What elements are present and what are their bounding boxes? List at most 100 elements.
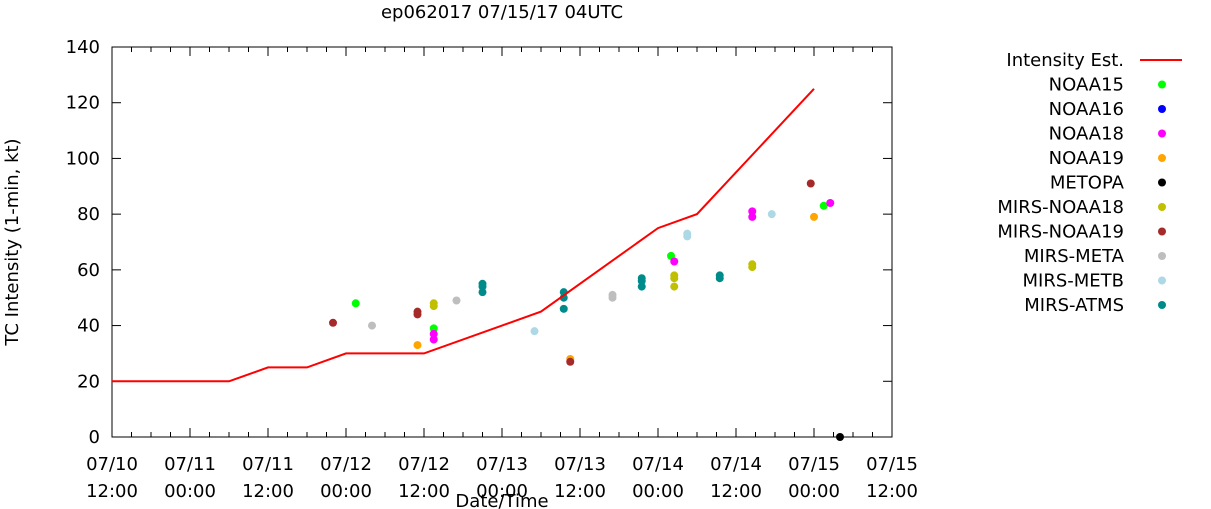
legend-label: MIRS-NOAA18 [997,197,1124,218]
data-point [810,212,818,221]
legend: Intensity Est. NOAA15 NOAA16 NOAA18 NOAA19 ME… [997,50,1182,316]
data-point [748,207,757,216]
legend-marker [1158,203,1166,211]
x-tick-label-time: 00:00 [788,481,840,502]
y-tick-label: 20 [77,371,100,392]
y-tick-label: 0 [89,427,100,448]
chart-title: ep062017 07/15/17 04UTC [381,2,623,23]
legend-label: METOPA [1050,173,1125,194]
x-tick-label-time: 12:00 [242,481,294,502]
legend-label: NOAA19 [1049,148,1124,169]
legend-marker [1158,178,1166,187]
data-point [670,257,679,266]
data-point [530,327,539,336]
data-point [478,279,487,288]
data-point [329,318,337,327]
legend-item-mirs-noaa18: MIRS-NOAA18 [997,197,1166,218]
data-point [478,288,487,297]
data-point [637,282,646,291]
legend-label: MIRS-META [1024,246,1125,267]
legend-item-mirs-noaa19: MIRS-NOAA19 [997,222,1166,243]
legend-item-noaa19: NOAA19 [1049,148,1166,169]
data-point [413,341,422,350]
data-point [683,229,692,238]
x-tick-label-date: 07/15 [866,454,918,475]
y-tick-label: 100 [66,148,100,169]
x-tick-label-time: 12:00 [554,481,606,502]
data-point [429,299,438,308]
x-tick-label-date: 07/12 [398,454,450,475]
legend-marker [1158,129,1166,138]
data-point [819,201,828,210]
legend-item-mirs-atms: MIRS-ATMS [1024,295,1166,316]
x-tick-label-time: 00:00 [320,481,372,502]
x-tick-label-date: 07/13 [476,454,528,475]
legend-marker [1158,252,1166,260]
data-point [559,304,568,313]
series-noaa19 [413,212,818,363]
data-point [836,433,844,441]
data-point [826,199,835,207]
series-metopa [836,433,844,441]
data-point [670,271,679,280]
legend-label: Intensity Est. [1006,50,1124,71]
y-tick-label: 60 [77,260,100,281]
y-tick-label: 120 [66,93,100,114]
data-point [452,296,461,305]
x-tick-label-date: 07/12 [320,454,372,475]
x-tick-label-time: 00:00 [632,481,684,502]
plot-area-frame [111,46,893,438]
x-tick-label-date: 07/11 [242,454,294,475]
legend-marker [1158,80,1166,89]
y-tick-label: 80 [77,204,100,225]
y-tick-label: 140 [66,37,100,58]
series-mirs-atms [478,271,724,313]
data-point [413,307,422,316]
data-point [351,299,360,308]
series-mirs-meta [368,290,617,330]
data-point [748,260,757,269]
legend-marker [1158,276,1166,285]
legend-item-noaa16: NOAA16 [1049,99,1166,120]
legend-item-mirs-metb: MIRS-METB [1022,271,1166,292]
y-tick-label: 40 [77,316,100,337]
legend-label: MIRS-ATMS [1024,295,1124,316]
x-tick-label-date: 07/11 [164,454,216,475]
data-point [429,324,438,333]
x-axis-label: Date/Time [455,491,548,509]
legend-item-metopa: METOPA [1050,173,1166,194]
x-tick-label-time: 00:00 [476,481,528,502]
series-mirs-metb [530,210,776,336]
data-point [715,271,724,280]
data-point [748,212,757,221]
legend-label: NOAA18 [1049,124,1124,145]
x-tick-label-date: 07/14 [710,454,762,475]
data-point [608,290,617,299]
legend-item-noaa15: NOAA15 [1049,75,1166,96]
legend-marker [1158,227,1166,236]
x-tick-label-date: 07/13 [554,454,606,475]
data-point [806,179,815,188]
x-tick-label-date: 07/10 [86,454,138,475]
x-tick-label-time: 12:00 [710,481,762,502]
series-noaa15 [351,201,828,333]
x-tick-label-date: 07/15 [788,454,840,475]
data-point [368,321,376,330]
legend-marker [1158,301,1166,309]
legend-item-noaa18: NOAA18 [1049,124,1166,145]
legend-label: NOAA15 [1049,75,1124,96]
legend-marker [1158,154,1166,162]
x-tick-label-time: 12:00 [86,481,138,502]
x-tick-label-date: 07/14 [632,454,684,475]
data-point [637,274,646,283]
series-noaa18 [429,199,835,344]
legend-label: NOAA16 [1049,99,1124,120]
series-mirs-noaa18 [429,260,757,311]
data-point [670,282,679,291]
data-point [429,329,438,338]
legend-label: MIRS-NOAA19 [997,222,1124,243]
legend-label: MIRS-METB [1022,271,1124,292]
series-mirs-noaa19 [329,179,815,366]
legend-item-mirs-meta: MIRS-META [1024,246,1166,267]
